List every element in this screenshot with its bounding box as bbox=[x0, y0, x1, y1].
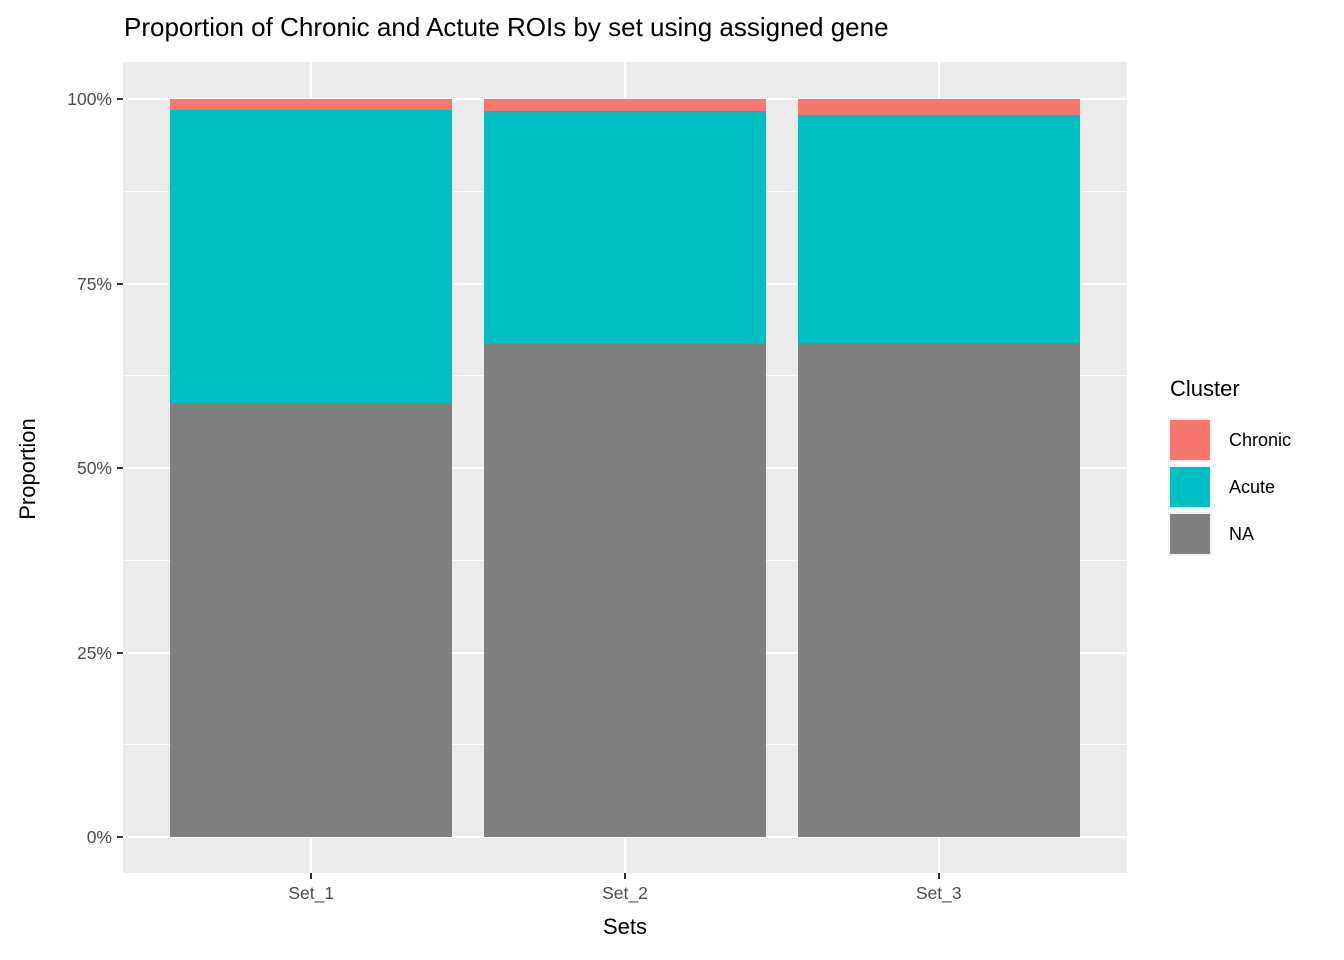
stacked-bar-set_3 bbox=[797, 99, 1080, 837]
x-tick-label: Set_1 bbox=[288, 883, 335, 903]
bar-segment-na bbox=[797, 343, 1080, 837]
bar-segment-acute bbox=[484, 110, 766, 344]
legend-key bbox=[1168, 418, 1212, 462]
chart-title: Proportion of Chronic and Actute ROIs by… bbox=[124, 12, 889, 42]
y-tick-label: 50% bbox=[76, 458, 112, 478]
legend-item-na: NA bbox=[1168, 512, 1291, 556]
y-tick-mark bbox=[117, 98, 123, 100]
legend-key bbox=[1168, 512, 1212, 556]
legend-swatch-chronic bbox=[1170, 420, 1210, 460]
bar-segment-na bbox=[170, 403, 453, 837]
legend-swatch-acute bbox=[1170, 467, 1210, 507]
x-tick-label: Set_3 bbox=[915, 883, 962, 903]
bar-segment-acute bbox=[797, 115, 1080, 344]
bar-segment-acute bbox=[170, 110, 453, 404]
x-tick-label: Set_2 bbox=[602, 883, 648, 903]
stacked-bar-set_2 bbox=[484, 99, 766, 837]
y-tick-label: 75% bbox=[76, 273, 112, 294]
x-tick-mark bbox=[937, 873, 940, 879]
bar-segment-chronic bbox=[484, 99, 766, 111]
stacked-bar-set_1 bbox=[170, 99, 453, 837]
legend-item-chronic: Chronic bbox=[1168, 418, 1291, 462]
plot-panel bbox=[123, 62, 1127, 873]
bar-segment-chronic bbox=[797, 99, 1080, 116]
legend-label: NA bbox=[1229, 523, 1255, 544]
legend-title: Cluster bbox=[1170, 376, 1240, 401]
legend-items: Chronic Acute NA bbox=[1168, 418, 1291, 556]
y-tick-mark bbox=[117, 282, 123, 285]
y-tick-mark bbox=[117, 836, 123, 838]
legend-label: Acute bbox=[1229, 476, 1276, 497]
legend: Cluster Chronic Acute NA bbox=[1168, 376, 1291, 559]
x-axis-title: Sets bbox=[602, 914, 648, 939]
y-tick-mark bbox=[117, 651, 123, 654]
bar-segment-chronic bbox=[170, 99, 453, 111]
legend-label: Chronic bbox=[1229, 429, 1292, 450]
bar-segment-na bbox=[484, 344, 766, 837]
y-tick-label: 0% bbox=[86, 827, 112, 847]
x-tick-mark bbox=[624, 873, 626, 879]
legend-item-acute: Acute bbox=[1168, 465, 1291, 509]
legend-swatch-na bbox=[1170, 514, 1210, 554]
y-tick-mark bbox=[117, 467, 123, 469]
x-tick-mark bbox=[310, 873, 313, 879]
y-tick-label: 100% bbox=[67, 89, 112, 109]
legend-key bbox=[1168, 465, 1212, 509]
y-tick-label: 25% bbox=[76, 642, 112, 663]
